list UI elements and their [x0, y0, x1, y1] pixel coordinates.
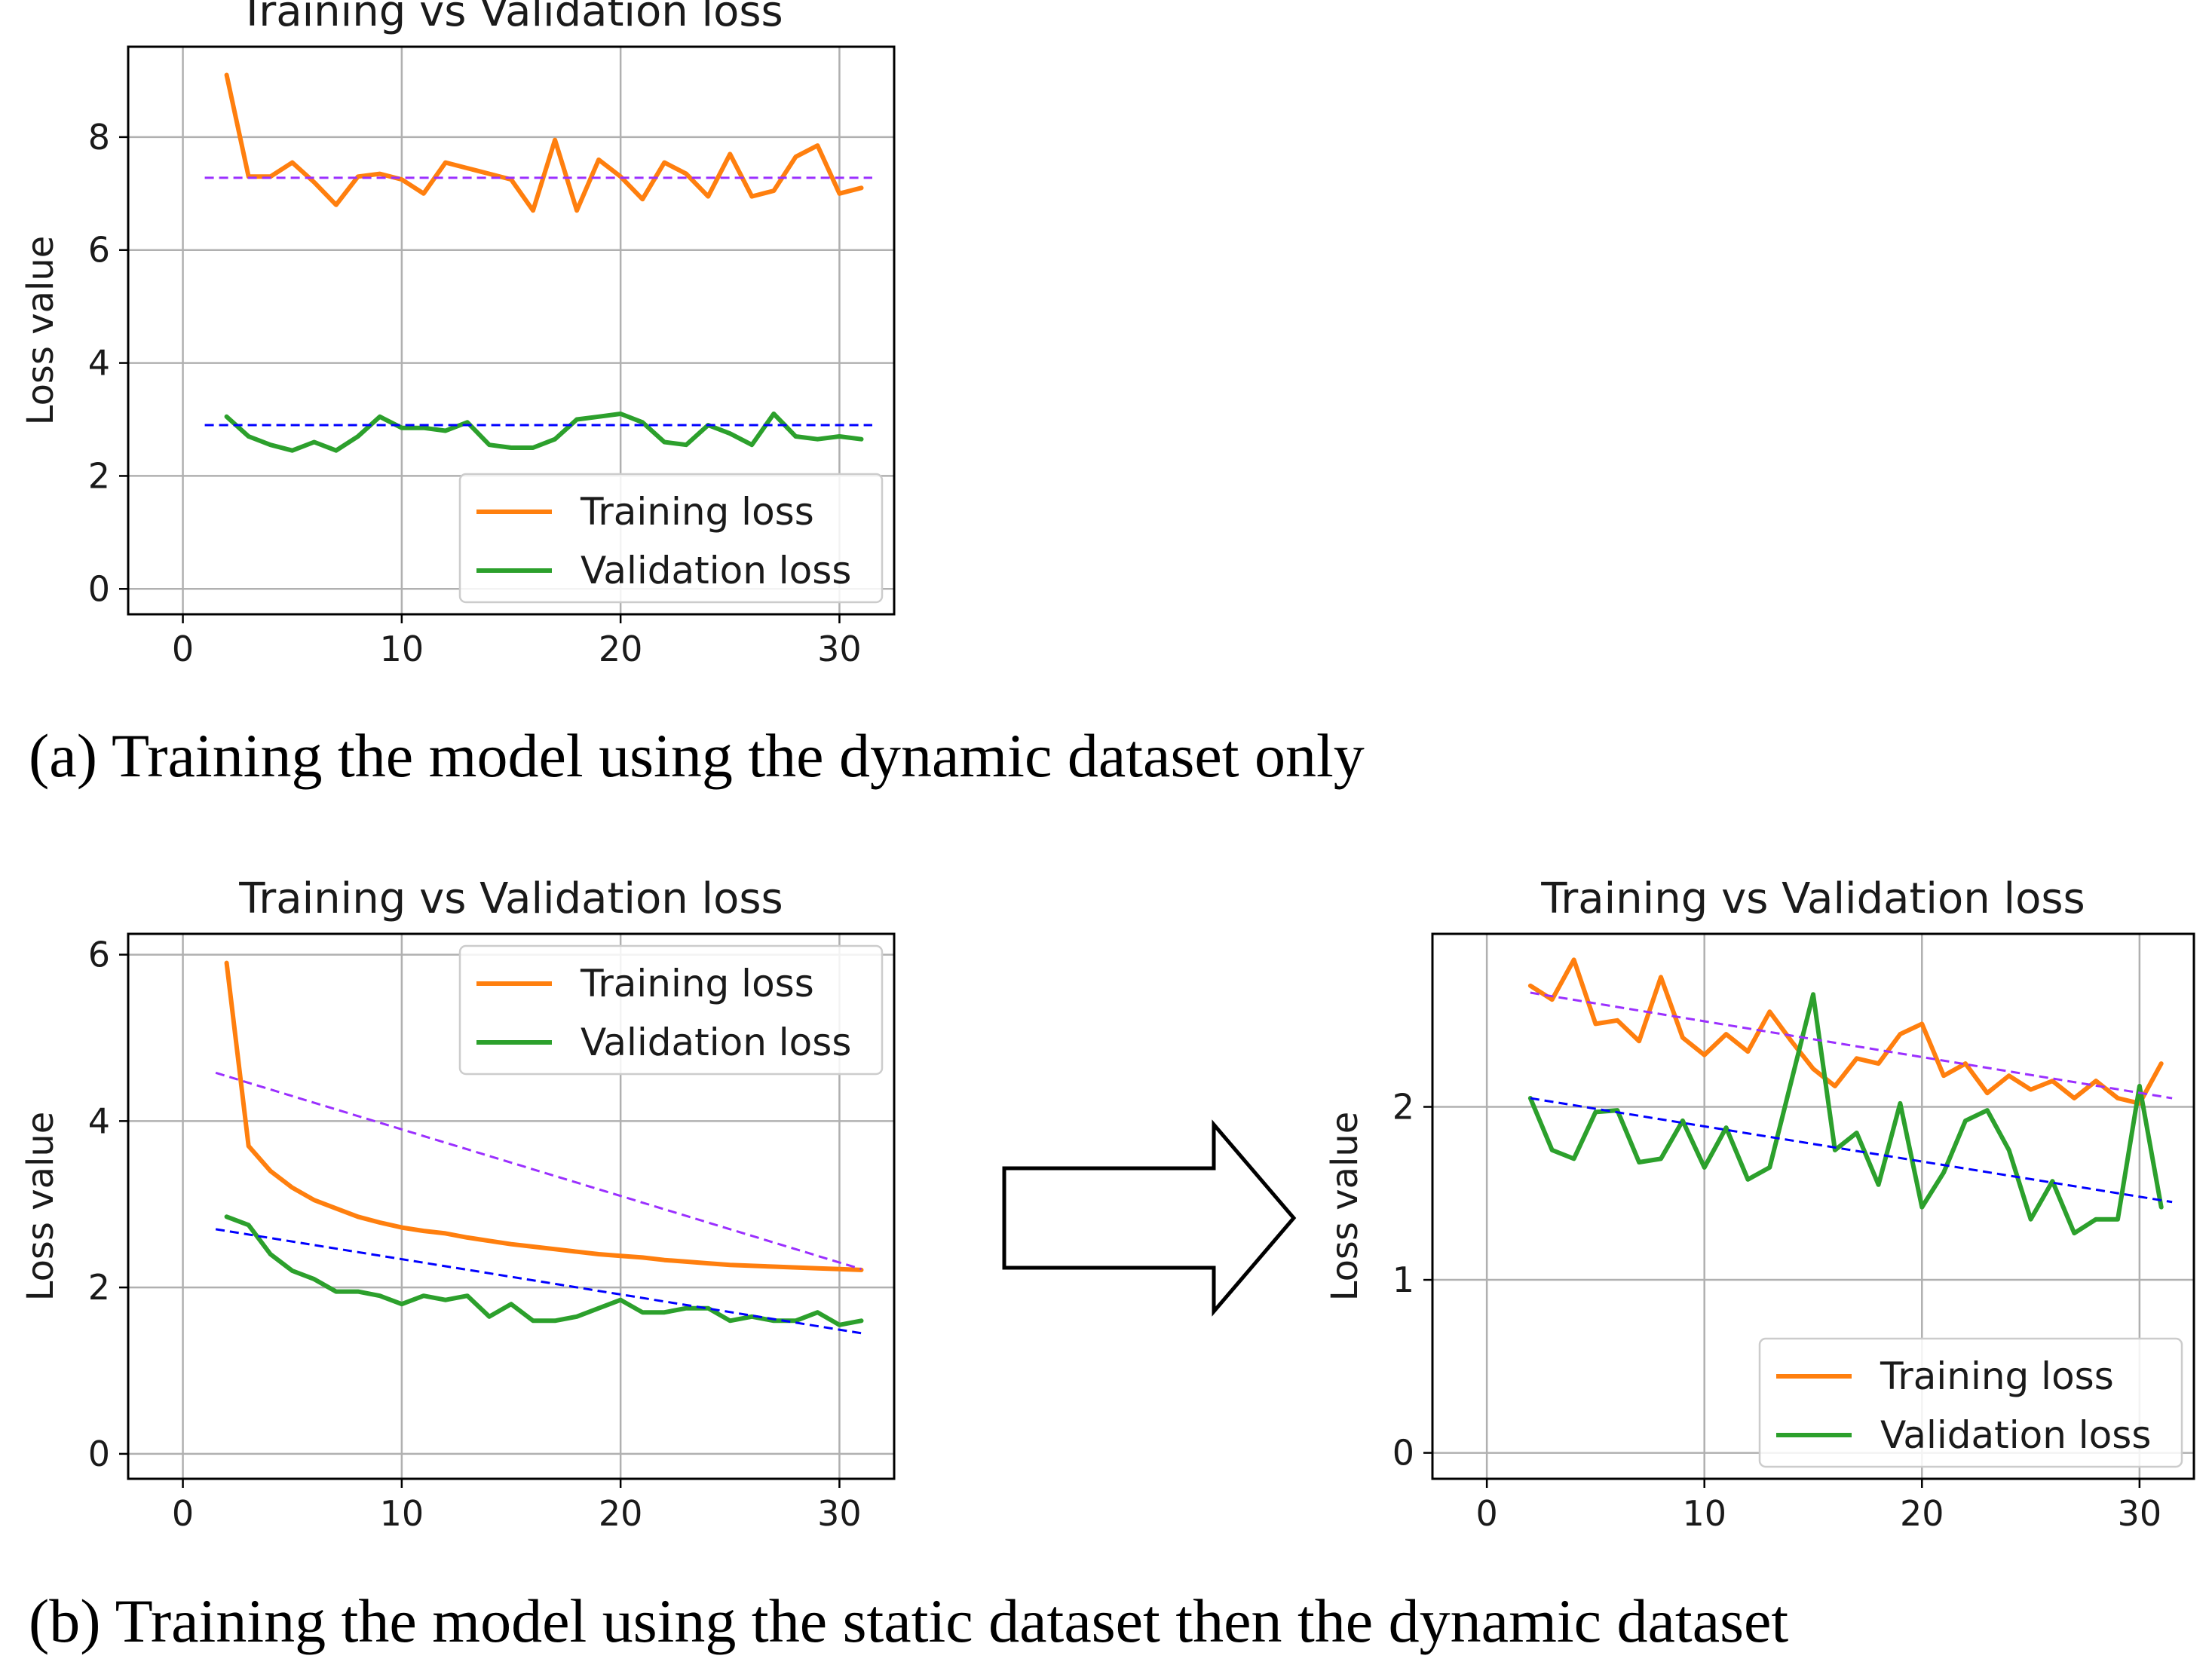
validation-loss-line [1527, 992, 2164, 1236]
legend-box [458, 473, 884, 604]
y-tick-label: 0 [1392, 1433, 1414, 1474]
chart-svg: Training vs Validation loss 0 10 20 30 0 2 4 6 8 L… [20, 0, 896, 669]
training-loss-line [1527, 957, 2164, 1106]
chart-b-left: Training vs Validation loss 0 10 20 30 0 2 4 6 Lo… [0, 859, 920, 1568]
legend: Training loss Validation loss [1758, 1337, 2183, 1468]
legend: Training loss Validation loss [458, 473, 884, 604]
y-tick-label: 0 [88, 1434, 110, 1474]
axes-frame [127, 45, 896, 616]
chart-b-right: Training vs Validation loss 0 10 20 30 0 1 2 Los… [1297, 859, 2212, 1568]
plot-area [204, 72, 872, 453]
x-tick-label: 0 [172, 629, 194, 669]
validation-trend-line [215, 1228, 862, 1335]
x-tick-label: 30 [2118, 1493, 2162, 1534]
validation-loss-line [224, 1214, 864, 1327]
legend-label: Validation loss [581, 549, 851, 592]
y-tick-label: 6 [88, 230, 110, 271]
y-tick-label: 6 [88, 935, 110, 975]
x-tick-label: 10 [380, 629, 424, 669]
x-tick-label: 0 [1476, 1493, 1498, 1534]
legend-label: Validation loss [1880, 1413, 2151, 1457]
x-tick-label: 10 [1682, 1493, 1726, 1534]
chart-title: Training vs Validation loss [238, 0, 783, 36]
plot-area [215, 960, 864, 1335]
axes-frame [1431, 932, 2195, 1480]
right-arrow-icon [1002, 1119, 1297, 1317]
training-loss-line [224, 72, 864, 213]
y-tick-label: 4 [88, 343, 110, 384]
plot-area [1527, 957, 2173, 1236]
validation-trend-line [1530, 1097, 2173, 1204]
x-tick-label: 20 [599, 1493, 643, 1534]
chart-title: Training vs Validation loss [1540, 874, 2085, 923]
y-tick-label: 8 [88, 117, 110, 158]
legend-label: Training loss [1880, 1354, 2114, 1398]
x-tick-label: 30 [817, 1493, 862, 1534]
y-axis-label: Loss value [20, 236, 62, 426]
y-tick-label: 1 [1392, 1259, 1414, 1300]
legend-box [1758, 1337, 2183, 1468]
y-tick-label: 2 [1392, 1087, 1414, 1128]
legend-box [458, 944, 884, 1076]
legend-label: Training loss [580, 490, 814, 534]
chart-svg: Training vs Validation loss 0 10 20 30 0 2 4 6 Lo… [20, 874, 896, 1534]
y-tick-label: 4 [88, 1100, 110, 1141]
chart-title: Training vs Validation loss [238, 874, 783, 923]
training-trend-line [1530, 991, 2173, 1100]
training-loss-line [224, 960, 864, 1272]
x-tick-label: 0 [172, 1493, 194, 1534]
y-tick-label: 2 [88, 455, 110, 496]
caption-a: (a) Training the model using the dynamic… [29, 721, 1365, 790]
chart-a: Training vs Validation loss 0 10 20 30 0 2 4 6 8 L… [0, 0, 920, 686]
y-tick-label: 2 [88, 1267, 110, 1308]
validation-loss-line [224, 412, 864, 453]
x-tick-label: 10 [380, 1493, 424, 1534]
x-tick-label: 20 [1900, 1493, 1944, 1534]
y-tick-label: 0 [88, 568, 110, 609]
legend-label: Validation loss [581, 1021, 851, 1064]
caption-b: (b) Training the model using the static … [29, 1587, 1789, 1655]
y-axis-label: Loss value [20, 1112, 62, 1302]
legend: Training loss Validation loss [458, 944, 884, 1076]
axes-frame [127, 932, 896, 1480]
x-tick-label: 20 [599, 629, 643, 669]
y-axis-label: Loss value [1324, 1112, 1366, 1302]
legend-label: Training loss [580, 962, 814, 1005]
x-tick-label: 30 [817, 629, 862, 669]
chart-svg: Training vs Validation loss 0 10 20 30 0 1 2 Los… [1324, 874, 2195, 1534]
training-trend-line [215, 1071, 862, 1271]
